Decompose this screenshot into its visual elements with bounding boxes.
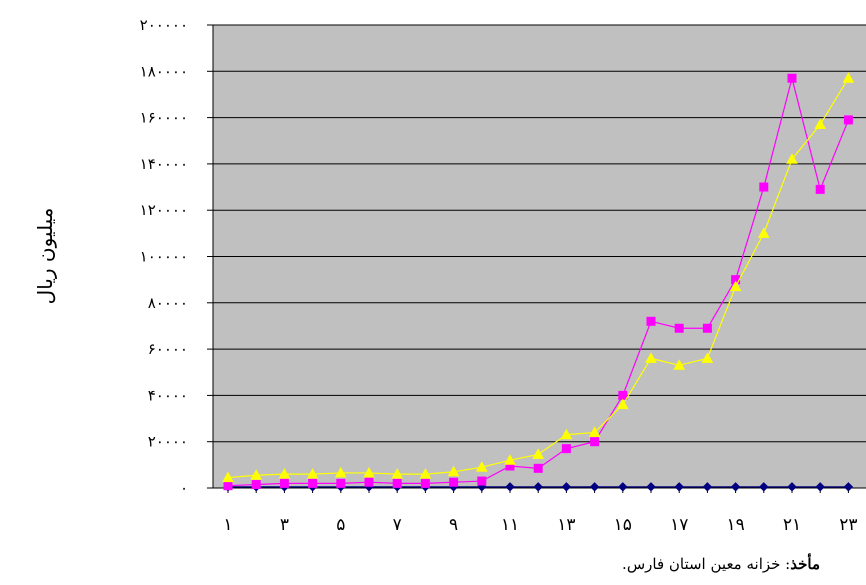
data-point xyxy=(306,468,319,479)
data-point xyxy=(616,398,629,410)
data-point xyxy=(702,482,713,492)
x-tick-label: ۵ xyxy=(336,515,345,535)
data-point xyxy=(504,454,516,465)
data-point xyxy=(674,323,684,333)
y-tick-label: ۱۸۰۰۰۰ xyxy=(140,62,188,80)
data-point xyxy=(842,72,855,83)
y-tick-label: ۱۴۰۰۰۰ xyxy=(140,155,188,173)
data-point xyxy=(646,316,656,326)
data-point xyxy=(561,444,571,454)
data-point xyxy=(759,182,769,192)
data-point xyxy=(334,466,347,478)
series-group xyxy=(222,72,855,492)
data-point xyxy=(645,352,657,363)
data-point xyxy=(449,477,459,487)
y-tick-label: ۲۰۰۰۰۰ xyxy=(140,16,188,34)
data-point xyxy=(757,227,770,238)
data-point xyxy=(279,478,289,488)
x-tick-label: ۷ xyxy=(393,515,402,535)
y-tick-label: ۴۰۰۰۰ xyxy=(148,386,188,404)
x-tick-labels: ۱ ۳ ۵ ۷ ۹ ۱۱ ۱۳ ۱۵ ۱۷ ۱۹ ۲۱ ۲۳ xyxy=(223,515,857,535)
y-tick-label: ۱۰۰۰۰۰ xyxy=(140,248,188,266)
data-point xyxy=(363,466,375,478)
data-point xyxy=(646,482,656,492)
data-point xyxy=(222,471,234,483)
y-axis-label: میلیون ریال xyxy=(33,208,57,305)
data-point xyxy=(420,478,430,488)
x-tick-label: ۲۱ xyxy=(783,515,801,535)
data-point xyxy=(589,482,600,492)
data-point xyxy=(815,482,825,492)
data-point xyxy=(674,482,684,492)
data-point xyxy=(590,437,600,447)
data-point xyxy=(843,115,853,125)
y-tick-labels: ۰ ۲۰۰۰۰ ۴۰۰۰۰ ۶۰۰۰۰ ۸۰۰۰۰ ۱۰۰۰۰۰ ۱۲۰۰۰۰ ۱۴۰۰۰۰ ۱… xyxy=(140,16,188,497)
data-point xyxy=(814,118,827,130)
data-point xyxy=(618,390,628,400)
data-point xyxy=(419,468,432,479)
gridlines xyxy=(207,24,866,493)
y-tick-label: ۰ xyxy=(180,479,188,497)
data-point xyxy=(730,482,741,492)
x-tick-label: ۱۹ xyxy=(726,515,744,535)
data-point xyxy=(701,352,714,363)
y-tick-label: ۲۰۰۰۰ xyxy=(148,433,188,451)
data-point xyxy=(251,480,261,490)
source-note: مأخذ: خزانه معین استان فارس. xyxy=(622,555,820,573)
data-point xyxy=(532,448,545,459)
data-point xyxy=(223,481,233,491)
data-point xyxy=(505,482,515,492)
x-tick-label: ۱۳ xyxy=(557,515,575,535)
data-point xyxy=(533,482,543,492)
data-point xyxy=(759,482,769,492)
data-point xyxy=(702,323,712,333)
data-point xyxy=(843,482,854,492)
data-point xyxy=(787,73,797,83)
data-point xyxy=(477,476,487,486)
data-point xyxy=(561,482,572,492)
data-point xyxy=(308,478,318,488)
x-tick-label: ۱۷ xyxy=(670,515,688,535)
data-point xyxy=(392,478,402,488)
data-point xyxy=(786,153,798,164)
data-point xyxy=(364,477,374,487)
data-point xyxy=(533,463,543,473)
data-point xyxy=(618,482,628,492)
data-point xyxy=(588,426,601,437)
x-tick-label: ۱۵ xyxy=(614,515,632,535)
data-point xyxy=(278,468,291,479)
data-point xyxy=(787,482,797,492)
y-tick-label: ۶۰۰۰۰ xyxy=(148,340,188,358)
y-tick-label: ۱۶۰۰۰۰ xyxy=(140,109,188,127)
x-tick-label: ۱ xyxy=(223,515,232,535)
x-tick-label: ۹ xyxy=(449,515,458,535)
x-tick-label: ۲۳ xyxy=(839,515,857,535)
y-tick-label: ۸۰۰۰۰ xyxy=(148,294,188,312)
data-point xyxy=(560,428,573,440)
x-tick-label: ۱۱ xyxy=(501,515,519,535)
data-point xyxy=(391,468,404,479)
data-point xyxy=(336,478,346,488)
data-point xyxy=(475,461,488,472)
data-point xyxy=(447,465,460,477)
y-tick-label: ۱۲۰۰۰۰ xyxy=(140,201,188,219)
source-text: : خزانه معین استان فارس. xyxy=(622,555,791,573)
x-tick-label: ۳ xyxy=(280,515,289,535)
data-point xyxy=(815,184,825,194)
data-point xyxy=(729,280,742,292)
data-point xyxy=(673,359,686,370)
source-label: مأخذ xyxy=(790,555,820,573)
data-point xyxy=(250,469,263,480)
